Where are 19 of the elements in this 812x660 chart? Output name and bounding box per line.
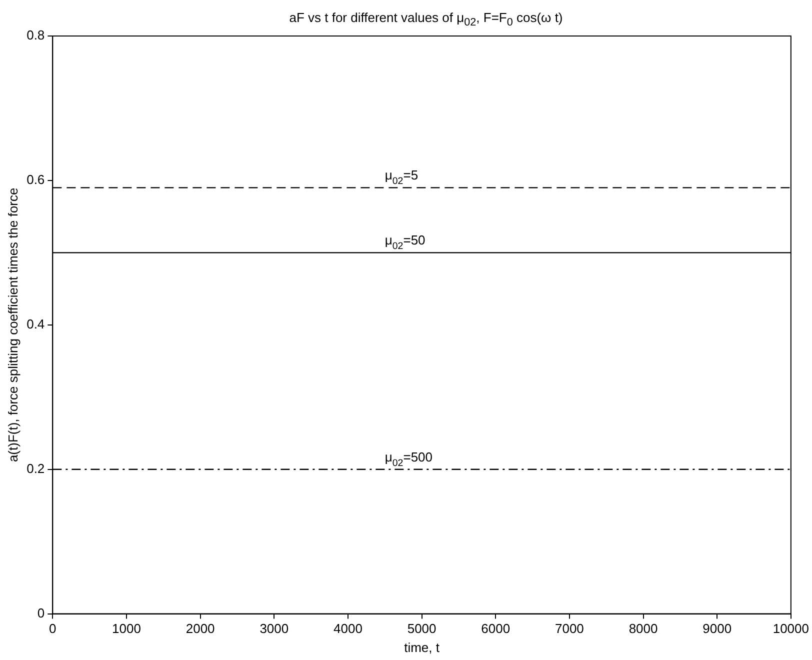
y-tick-label: 0.2 <box>26 460 45 476</box>
y-tick-label: 0.4 <box>26 316 45 332</box>
x-tick-label: 4000 <box>334 621 362 636</box>
x-tick-label: 7000 <box>554 621 584 636</box>
x-tick-label: 0 <box>49 621 56 636</box>
x-tick-label: 8000 <box>628 621 658 636</box>
x-axis-title: time, t <box>404 640 440 655</box>
x-tick-label: 9000 <box>702 621 732 636</box>
x-tick-label: 5000 <box>407 621 436 636</box>
y-tick-label: 0 <box>37 605 45 620</box>
x-tick-label: 3000 <box>260 621 289 636</box>
x-tick-label: 2000 <box>186 621 215 636</box>
x-tick-label: 10000 <box>772 621 810 636</box>
y-tick-label: 0.6 <box>26 172 45 188</box>
x-tick-label: 6000 <box>481 621 510 636</box>
y-axis-title: a(t)F(t), force splitting coefficient times the force <box>5 188 20 462</box>
chart-title: aF vs t for different values of μ$_{02}$, F=F$_{0}$ cos(ω t) <box>288 10 564 29</box>
y-tick-label: 0.8 <box>26 28 45 43</box>
x-tick-label: 1000 <box>112 621 141 636</box>
